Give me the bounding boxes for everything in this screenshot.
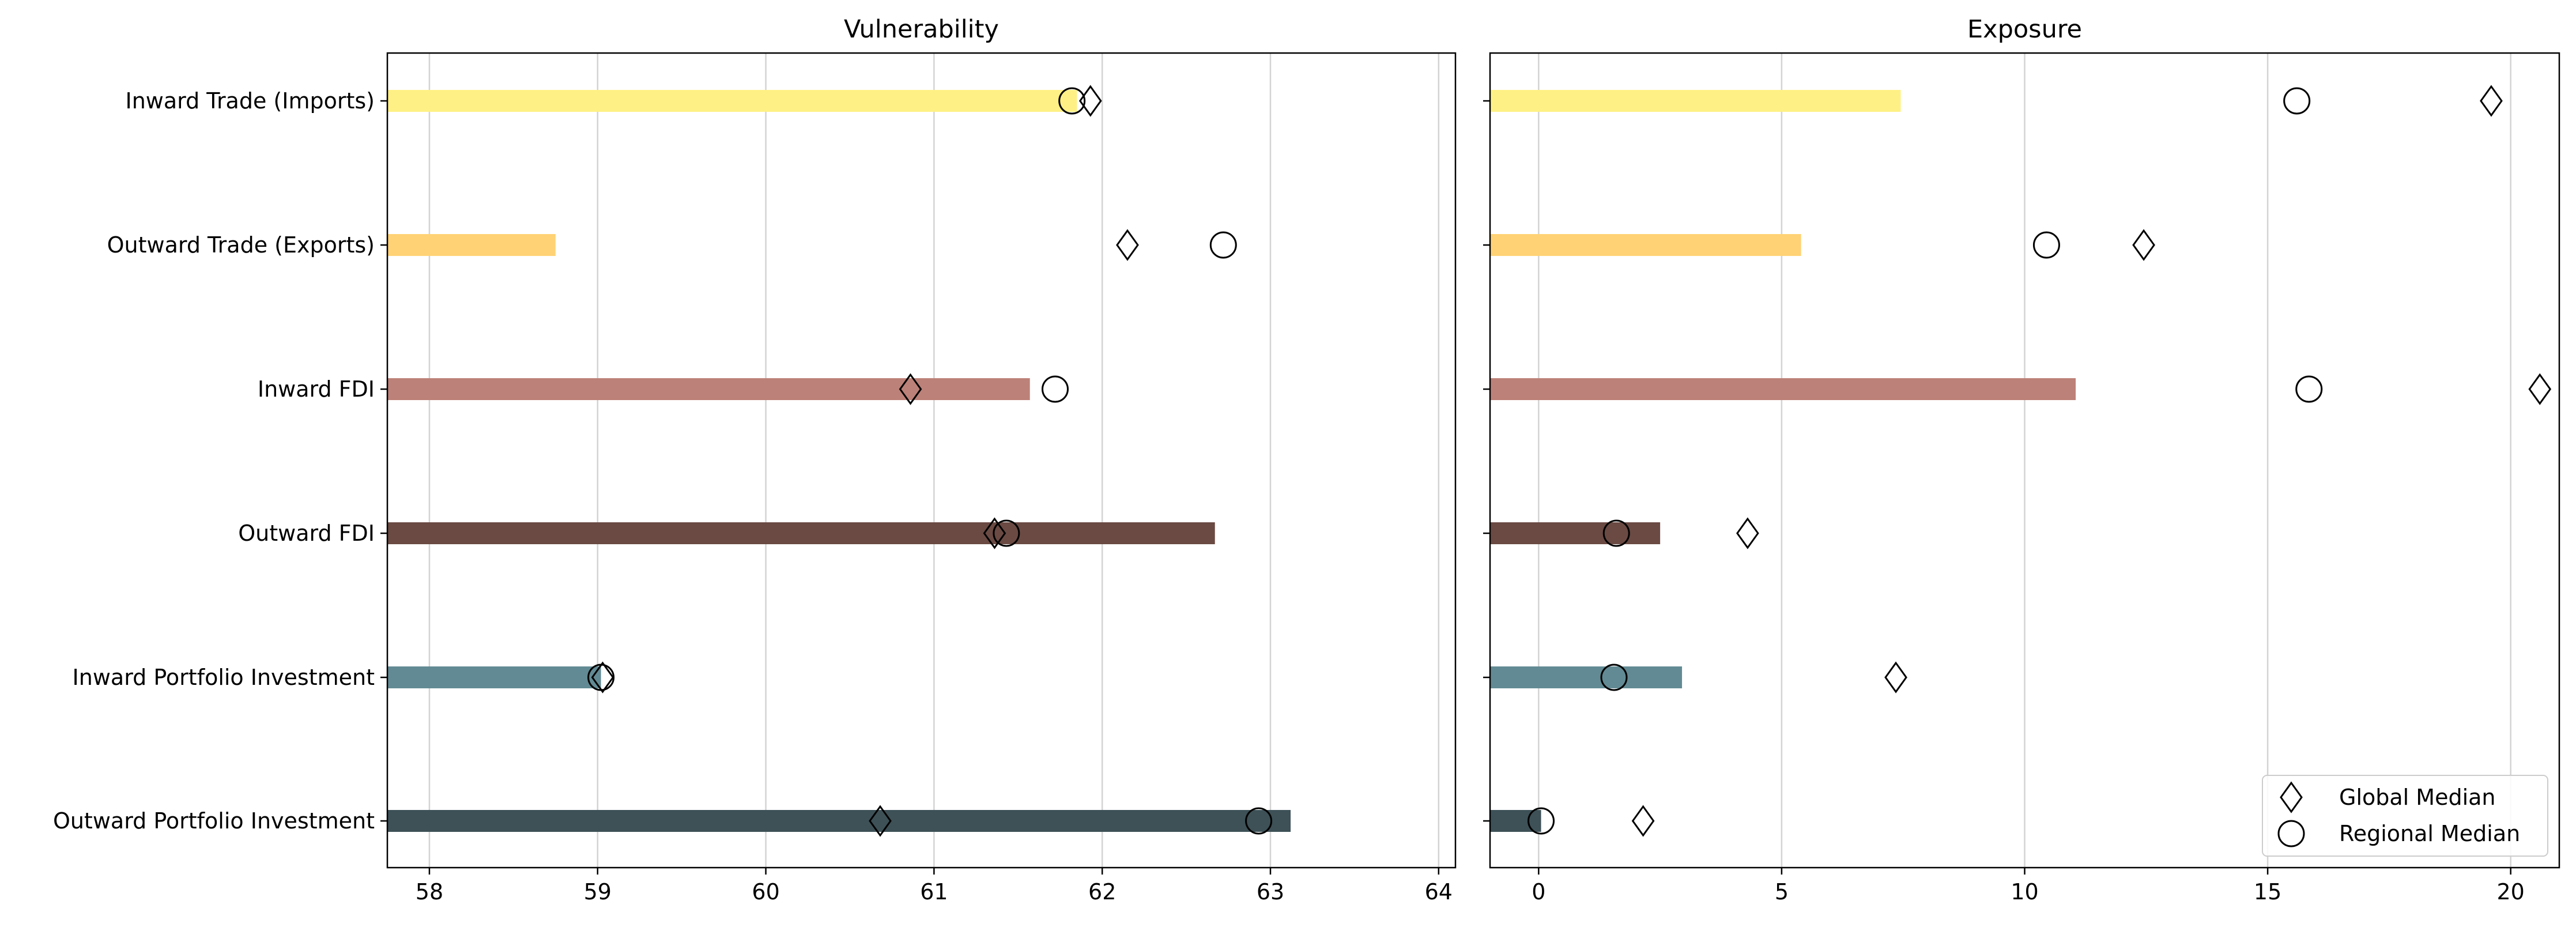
vulnerability-panel: 58 59 60 61 62 63 64 Inward Trade (Imports) Outw…	[53, 15, 1457, 905]
category-label-inward-trade-imports: Inward Trade (Imports)	[126, 88, 375, 114]
regional-median-marker-outward-portfolio-investment	[1245, 807, 1273, 835]
bar-outward-trade-exports	[1490, 234, 1801, 256]
bar-inward-trade-imports	[387, 90, 1077, 112]
global-median-marker-inward-fdi	[2528, 373, 2552, 405]
bar-inward-fdi	[387, 378, 1030, 400]
regional-median-marker-inward-fdi	[2295, 375, 2323, 403]
x-tick-label-5: 5	[1775, 879, 1789, 905]
regional-median-marker-inward-portfolio-investment	[587, 664, 615, 691]
global-median-marker-outward-trade-exports	[1116, 229, 1139, 261]
x-tick-label-58: 58	[416, 879, 443, 905]
bar-inward-portfolio-investment	[387, 666, 601, 688]
regional-median-marker-outward-trade-exports	[1209, 231, 1237, 259]
legend-label-global-median: Global Median	[2339, 785, 2496, 810]
regional-median-marker-outward-trade-exports	[2032, 231, 2060, 259]
bar-outward-fdi	[387, 522, 1215, 544]
chart-title: Exposure	[1967, 15, 2082, 44]
regional-median-marker-outward-fdi	[1602, 519, 1630, 547]
x-tick-label-0: 0	[1532, 879, 1545, 905]
regional-median-marker-inward-trade-imports	[1058, 87, 1086, 115]
global-median-marker-outward-fdi	[983, 517, 1006, 549]
x-tick-label-63: 63	[1257, 879, 1284, 905]
x-tick-label-59: 59	[584, 879, 612, 905]
axes-frame	[1489, 52, 2560, 869]
global-median-marker-outward-portfolio-investment	[1631, 805, 1655, 837]
x-tick-label-64: 64	[1425, 879, 1453, 905]
regional-median-marker-inward-fdi	[1041, 375, 1069, 403]
axes-frame	[386, 52, 1457, 869]
x-tick-label-62: 62	[1088, 879, 1116, 905]
global-median-marker-inward-trade-imports	[1078, 85, 1102, 117]
x-tick-label-61: 61	[920, 879, 948, 905]
regional-median-marker-outward-portfolio-investment	[1528, 807, 1555, 835]
legend-box	[2262, 775, 2548, 857]
global-median-marker-outward-trade-exports	[2132, 229, 2155, 261]
category-label-outward-fdi: Outward FDI	[238, 521, 375, 546]
legend: Global Median Regional Median	[2262, 775, 2548, 857]
global-median-marker-inward-portfolio-investment	[1884, 661, 1907, 694]
bar-outward-portfolio-investment	[387, 810, 1291, 832]
regional-median-marker-inward-trade-imports	[2283, 87, 2311, 115]
global-median-marker-inward-trade-imports	[2480, 85, 2503, 117]
category-label-outward-trade-exports: Outward Trade (Exports)	[107, 232, 375, 258]
bar-outward-portfolio-investment	[1490, 810, 1541, 832]
global-median-marker-inward-fdi	[899, 373, 922, 405]
exposure-panel: 0 5 10 15 20 Exposure Global Median Regional Me…	[1483, 15, 2560, 905]
bar-inward-trade-imports	[1490, 90, 1901, 112]
bar-outward-trade-exports	[387, 234, 556, 256]
legend-label-regional-median: Regional Median	[2339, 821, 2520, 846]
x-tick-label-60: 60	[752, 879, 779, 905]
category-label-inward-portfolio-investment: Inward Portfolio Investment	[73, 665, 375, 690]
bar-outward-fdi	[1490, 522, 1661, 544]
regional-median-marker-outward-fdi	[993, 519, 1020, 547]
global-median-marker-outward-portfolio-investment	[869, 805, 892, 837]
category-label-outward-portfolio-investment: Outward Portfolio Investment	[53, 808, 375, 834]
global-median-marker-inward-portfolio-investment	[591, 661, 614, 694]
x-tick-label-10: 10	[2011, 879, 2038, 905]
x-tick-label-20: 20	[2497, 879, 2525, 905]
bar-inward-portfolio-investment	[1490, 666, 1683, 688]
x-tick-label-15: 15	[2254, 879, 2281, 905]
chart-title: Vulnerability	[844, 15, 999, 44]
category-label-inward-fdi: Inward FDI	[258, 376, 375, 402]
regional-median-marker-inward-portfolio-investment	[1600, 664, 1628, 691]
legend-diamond-icon	[2280, 781, 2303, 813]
global-median-marker-outward-fdi	[1736, 517, 1759, 549]
legend-circle-icon	[2277, 820, 2305, 847]
bar-inward-fdi	[1490, 378, 2076, 400]
